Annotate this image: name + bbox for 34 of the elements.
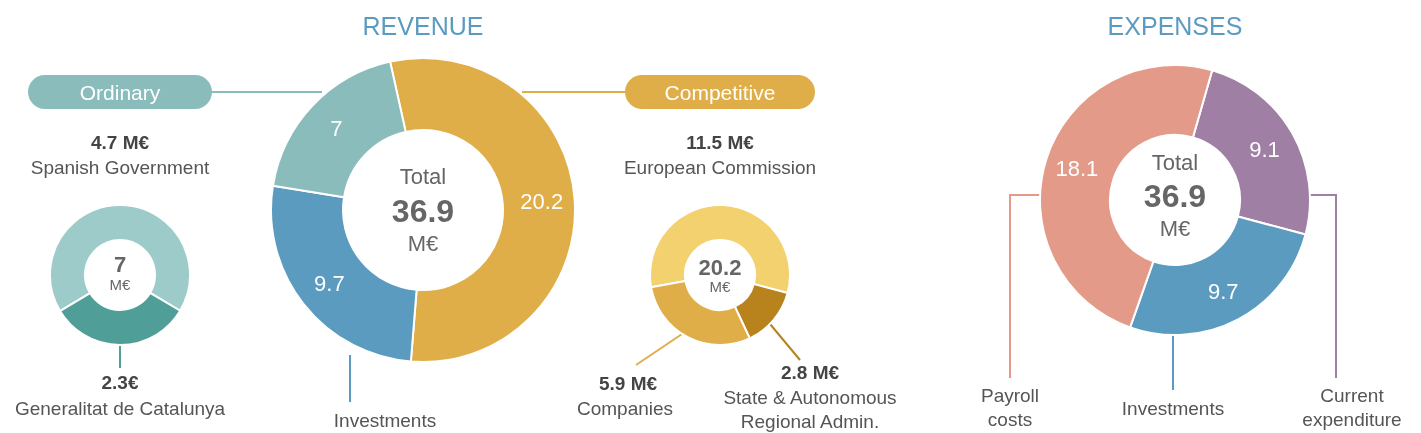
chart-title: EXPENSES xyxy=(1107,12,1243,40)
text: M€ xyxy=(1159,215,1191,241)
slice-label: Generalitat de Catalunya xyxy=(14,397,226,419)
slice-label: Ordinary xyxy=(79,80,161,104)
text: 20.2 xyxy=(698,254,742,280)
text: M€ xyxy=(109,275,132,293)
slice-label: European Commission xyxy=(623,156,817,178)
data-label: 9.7 xyxy=(1207,278,1239,304)
data-label: 5.9 M€ xyxy=(598,372,658,394)
slice-label: Payroll costs xyxy=(980,384,1040,430)
slice-label: Current expenditure xyxy=(1302,384,1402,430)
slice-label: Investments xyxy=(1121,397,1225,419)
text: M€ xyxy=(407,230,439,256)
data-label: 2.3€ xyxy=(101,371,139,393)
slice-label: Investments xyxy=(333,409,437,431)
data-label: 9.7 xyxy=(314,270,345,296)
data-label: 18.1 xyxy=(1055,156,1099,182)
text: M€ xyxy=(709,277,732,295)
data-label: 9.1 xyxy=(1249,136,1280,162)
text: Total xyxy=(399,163,447,189)
data-label: 7 xyxy=(330,115,343,141)
data-label: 11.5 M€ xyxy=(686,131,755,153)
legend-label: Competitive xyxy=(664,80,776,104)
slice-label: State & Autonomous Regional Admin. xyxy=(723,386,897,432)
text: 36.9 xyxy=(391,193,455,229)
text: 36.9 xyxy=(1143,178,1207,214)
slice-label: Spanish Government xyxy=(30,156,210,178)
text: 7 xyxy=(113,251,127,277)
data-label: 20.2 xyxy=(520,189,564,215)
data-label: 4.7 M€ xyxy=(90,131,150,153)
data-label: 2.8 M€ xyxy=(780,361,840,383)
slice-label: Companies xyxy=(576,397,674,419)
chart-title: REVENUE xyxy=(362,12,484,40)
text: Total xyxy=(1151,149,1199,175)
